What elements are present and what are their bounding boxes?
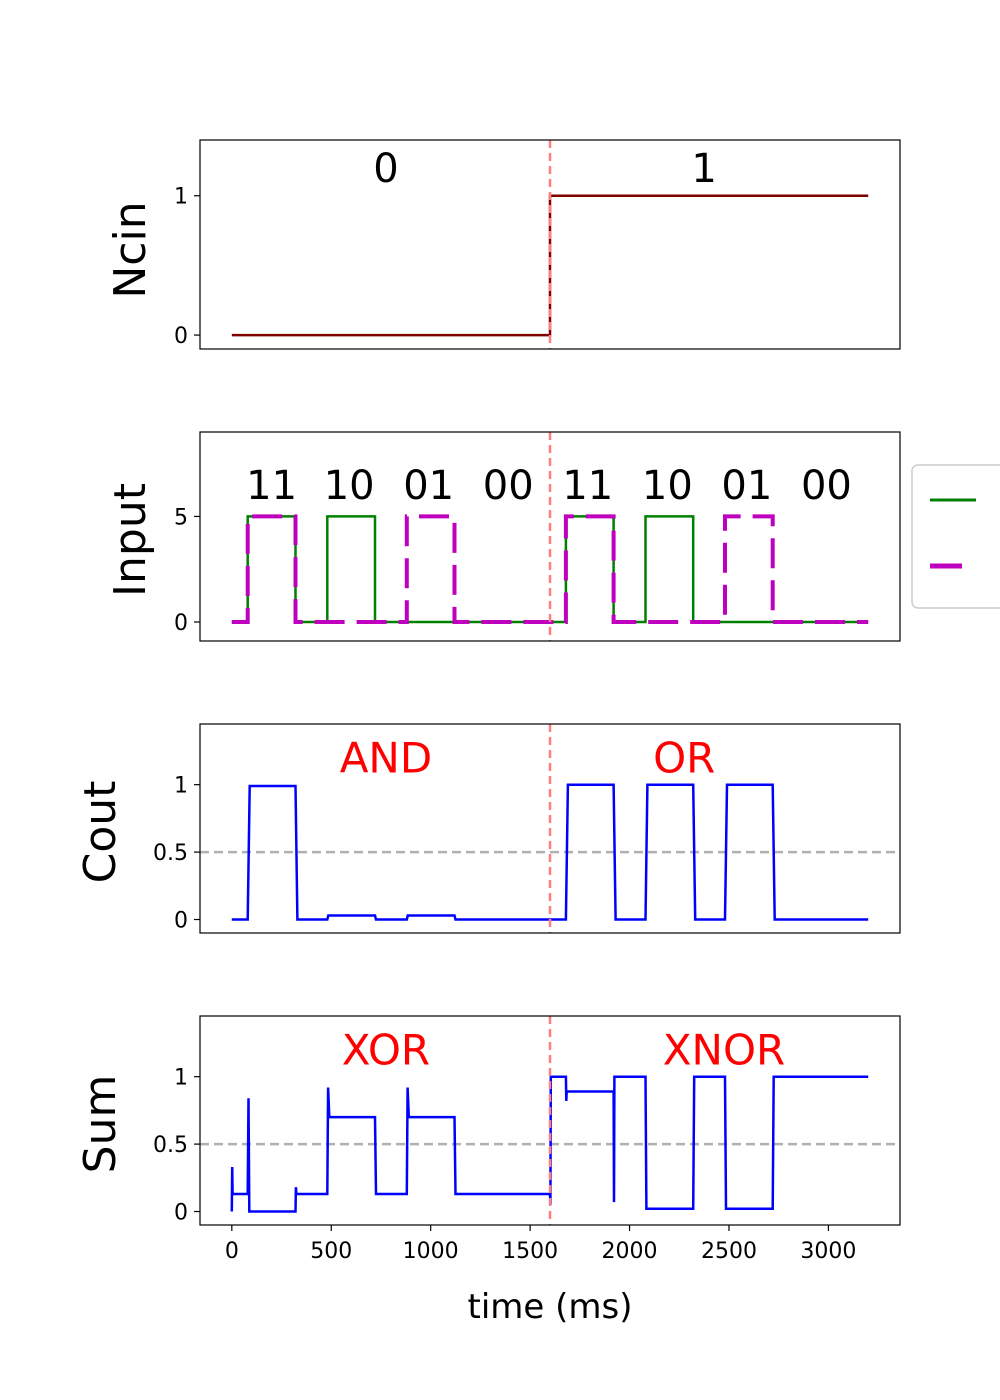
series-line-input_b [231, 514, 869, 624]
x-tick-label: 0 [225, 1239, 239, 1264]
sum-ylabel: Sum [75, 1075, 126, 1174]
y-tick-label: 1 [174, 185, 188, 210]
sum-xlabel: time (ms) [468, 1287, 633, 1327]
annotation-label: AND [340, 733, 433, 782]
annotation-label: 1 [691, 146, 716, 192]
y-tick-label: 0 [174, 324, 188, 349]
y-tick-label: 5 [174, 505, 188, 530]
annotation-label: 11 [562, 463, 613, 509]
x-tick-label: 1500 [502, 1239, 558, 1264]
annotation-label: 01 [403, 463, 454, 509]
y-tick-label: 0.5 [153, 841, 188, 866]
legend [911, 464, 1000, 609]
cout-ylabel: Cout [75, 781, 126, 884]
x-tick-label: 2500 [701, 1239, 757, 1264]
series-line-input_a [231, 515, 869, 624]
sum-plot-frame [199, 1015, 901, 1226]
annotation-label: 00 [801, 463, 852, 509]
annotation-label: 0 [373, 146, 398, 192]
cout-plot-frame [199, 723, 901, 934]
panel-input: 11 10 01 00 11 10 01 00 0 5 Input [105, 431, 901, 642]
x-tick-label: 3000 [800, 1239, 856, 1264]
panel-cout: AND OR 0 0.5 1 Cout [75, 723, 901, 934]
y-tick-label: 1 [174, 1066, 188, 1091]
y-tick-label: 1 [174, 774, 188, 799]
ncin-plot-frame [199, 139, 901, 350]
series-line-output [231, 783, 869, 921]
annotation-label: 10 [324, 463, 375, 509]
legend-box [911, 464, 1000, 609]
input-plot-frame [199, 431, 901, 642]
y-tick-label: 0 [174, 1201, 188, 1226]
annotation-label: OR [653, 733, 715, 782]
y-tick-label: 0.5 [153, 1133, 188, 1158]
input-ylabel: Input [105, 483, 156, 597]
annotation-label: XOR [342, 1025, 430, 1074]
ncin-ylabel: Ncin [105, 201, 156, 298]
y-tick-label: 0 [174, 909, 188, 934]
series-line-output [230, 1075, 869, 1213]
annotation-label: 11 [246, 463, 297, 509]
annotation-label: 00 [483, 463, 534, 509]
panel-ncin: 0 1 0 1 Ncin [105, 139, 901, 350]
x-tick-label: 2000 [602, 1239, 658, 1264]
annotation-label: XNOR [663, 1025, 785, 1074]
series-line-ncin [231, 194, 869, 337]
annotation-label: 10 [642, 463, 693, 509]
annotation-label: 01 [721, 463, 772, 509]
y-tick-label: 0 [174, 611, 188, 636]
x-tick-label: 500 [310, 1239, 352, 1264]
x-tick-label: 1000 [403, 1239, 459, 1264]
panel-sum: XOR XNOR 0 0.5 1 0 500 1000 1500 2000 2500 3000 Su… [75, 1015, 901, 1327]
